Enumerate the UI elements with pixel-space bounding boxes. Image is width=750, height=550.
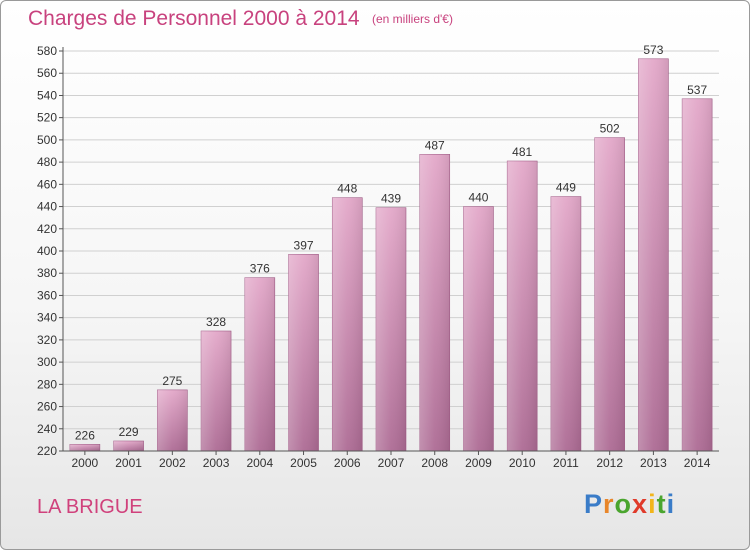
y-tick-label: 400 (37, 244, 57, 258)
data-labels: 226 229 275 328 376 397 448 439 487 440 481 449 502 5… (75, 43, 708, 443)
x-tick-label: 2003 (203, 456, 230, 470)
data-label: 573 (643, 43, 663, 57)
bar-shine (463, 206, 494, 451)
y-tick-label: 540 (37, 88, 57, 102)
data-label: 376 (250, 262, 270, 276)
logo-letter: o (614, 489, 633, 519)
bar-shine (376, 207, 406, 451)
data-label: 275 (162, 374, 182, 388)
data-label: 226 (75, 428, 95, 442)
data-label: 502 (600, 122, 620, 136)
bar-shine (419, 154, 450, 452)
y-tick-label: 320 (37, 333, 57, 347)
x-tick-label: 2010 (509, 456, 536, 470)
bar-shine (507, 161, 538, 451)
y-tick-label: 420 (37, 222, 57, 236)
x-tick-label: 2006 (334, 456, 361, 470)
data-label: 229 (119, 425, 139, 439)
bar-shine (594, 137, 625, 451)
bar-shine (69, 444, 100, 451)
y-tick-label: 520 (37, 111, 57, 125)
y-tick-label: 240 (37, 422, 57, 436)
x-tick-label: 2014 (684, 456, 711, 470)
proxiti-logo: Proxiti (584, 489, 675, 520)
y-tick-label: 220 (37, 444, 57, 458)
data-label: 449 (556, 181, 576, 195)
x-tick-label: 2012 (596, 456, 623, 470)
chart-title: Charges de Personnel 2000 à 2014 (28, 7, 360, 30)
logo-letter: r (603, 489, 615, 519)
data-label: 439 (381, 192, 401, 206)
y-tick-labels: 220 240 260 280 300 320 340 360 380 400 420 440 460 4… (37, 44, 57, 458)
y-tick-label: 300 (37, 355, 57, 369)
y-tick-label: 360 (37, 288, 57, 302)
bar-shine (113, 441, 144, 451)
commune-name: LA BRIGUE (37, 496, 143, 518)
x-tick-label: 2008 (421, 456, 448, 470)
bar-shine (288, 254, 319, 451)
x-tick-label: 2005 (290, 456, 317, 470)
logo-letter: i (666, 489, 676, 519)
y-tick-label: 560 (37, 66, 57, 80)
data-label: 481 (512, 145, 532, 159)
bar-shine (638, 58, 669, 452)
x-tick-label: 2007 (378, 456, 405, 470)
y-tick-label: 460 (37, 177, 57, 191)
x-tick-label: 2002 (159, 456, 186, 470)
data-label: 537 (687, 83, 707, 97)
x-tick-labels: 2000 2001 2002 2003 2004 2005 2006 2007 2008 2009… (72, 456, 711, 470)
y-tick-label: 580 (37, 44, 57, 58)
data-label: 448 (337, 182, 357, 196)
x-tick-label: 2004 (246, 456, 273, 470)
data-label: 328 (206, 315, 226, 329)
bar-shine (201, 331, 232, 451)
y-tick-label: 440 (37, 200, 57, 214)
bar-shine (244, 277, 275, 451)
x-tick-label: 2001 (115, 456, 142, 470)
y-tick-label: 500 (37, 133, 57, 147)
bar-shine (550, 196, 581, 451)
axes (59, 47, 719, 455)
y-tick-label: 340 (37, 311, 57, 325)
x-tick-label: 2011 (553, 456, 579, 470)
x-tick-label: 2000 (72, 456, 99, 470)
data-label: 397 (294, 238, 314, 252)
y-tick-label: 260 (37, 400, 57, 414)
data-label: 487 (425, 138, 445, 152)
logo-letter: t (656, 489, 667, 519)
bar-shine (682, 98, 713, 452)
y-tick-label: 380 (37, 266, 57, 280)
bar-shine (332, 197, 363, 451)
chart-subtitle: (en milliers d'€) (372, 12, 453, 26)
logo-letter: P (584, 489, 604, 519)
x-tick-label: 2013 (640, 456, 667, 470)
x-tick-label: 2009 (465, 456, 492, 470)
logo-letter: x (632, 489, 649, 519)
logo-letter: i (648, 489, 657, 519)
bars (69, 58, 713, 452)
y-tick-label: 280 (37, 377, 57, 391)
bar-shine (157, 389, 188, 451)
data-label: 440 (468, 191, 488, 205)
y-tick-label: 480 (37, 155, 57, 169)
